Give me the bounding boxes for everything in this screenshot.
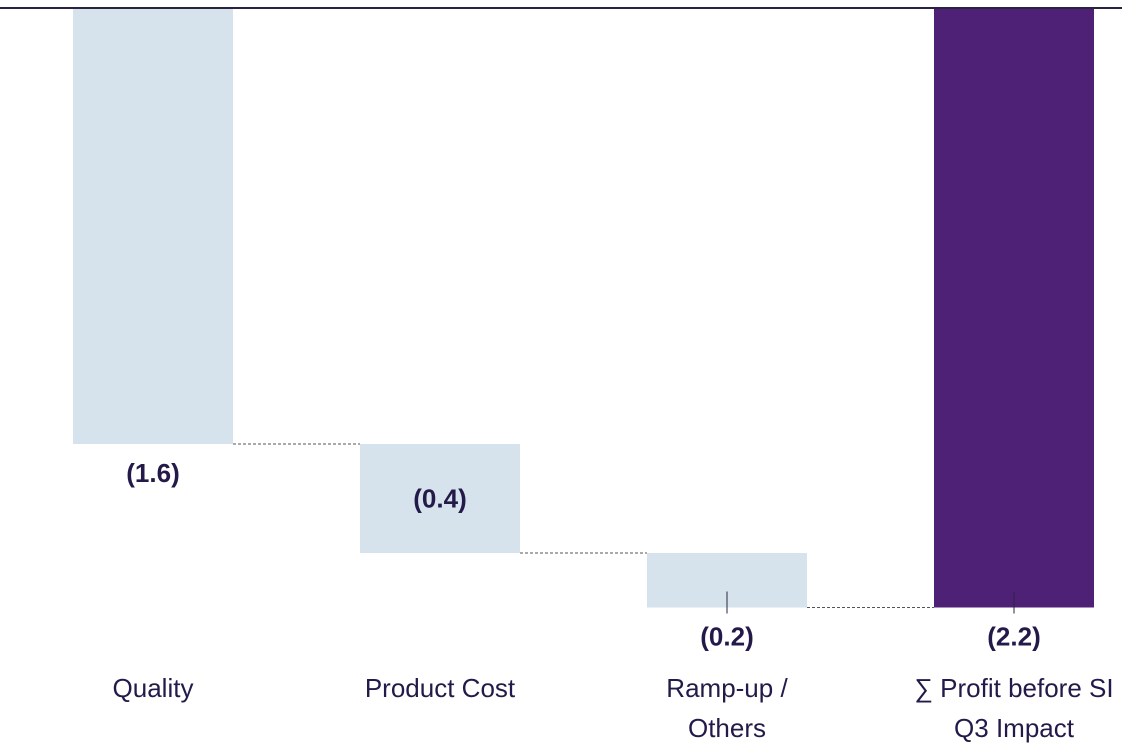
category-label-0-line-0: Quality <box>113 673 194 703</box>
category-label-3-line-0: ∑ Profit before SI <box>914 673 1113 703</box>
value-label-2: (0.2) <box>700 622 753 652</box>
category-label-2-line-0: Ramp-up / <box>666 673 788 703</box>
category-label-3-line-1: Q3 Impact <box>954 713 1075 743</box>
category-label-0: Quality <box>113 673 194 703</box>
value-labels-layer: (1.6) (0.4) (0.2) (2.2) <box>126 458 1040 652</box>
value-label-3: (2.2) <box>987 622 1040 652</box>
tick-marks-layer <box>726 591 1015 614</box>
value-label-0: (1.6) <box>126 458 179 488</box>
category-labels-layer: Quality Product Cost Ramp-up / Others ∑ Prof… <box>113 673 1114 743</box>
bar-1 <box>360 444 520 553</box>
category-label-3: ∑ Profit before SI Q3 Impact <box>914 673 1113 743</box>
category-label-2-line-1: Others <box>688 713 766 743</box>
category-label-1: Product Cost <box>365 673 516 703</box>
connectors-layer <box>233 443 934 608</box>
category-label-1-line-0: Product Cost <box>365 673 516 703</box>
bar-3 <box>934 8 1094 608</box>
bars-layer <box>73 8 1094 608</box>
category-label-2: Ramp-up / Others <box>666 673 788 743</box>
bar-0 <box>73 8 233 444</box>
value-label-1: (0.4) <box>413 484 466 514</box>
